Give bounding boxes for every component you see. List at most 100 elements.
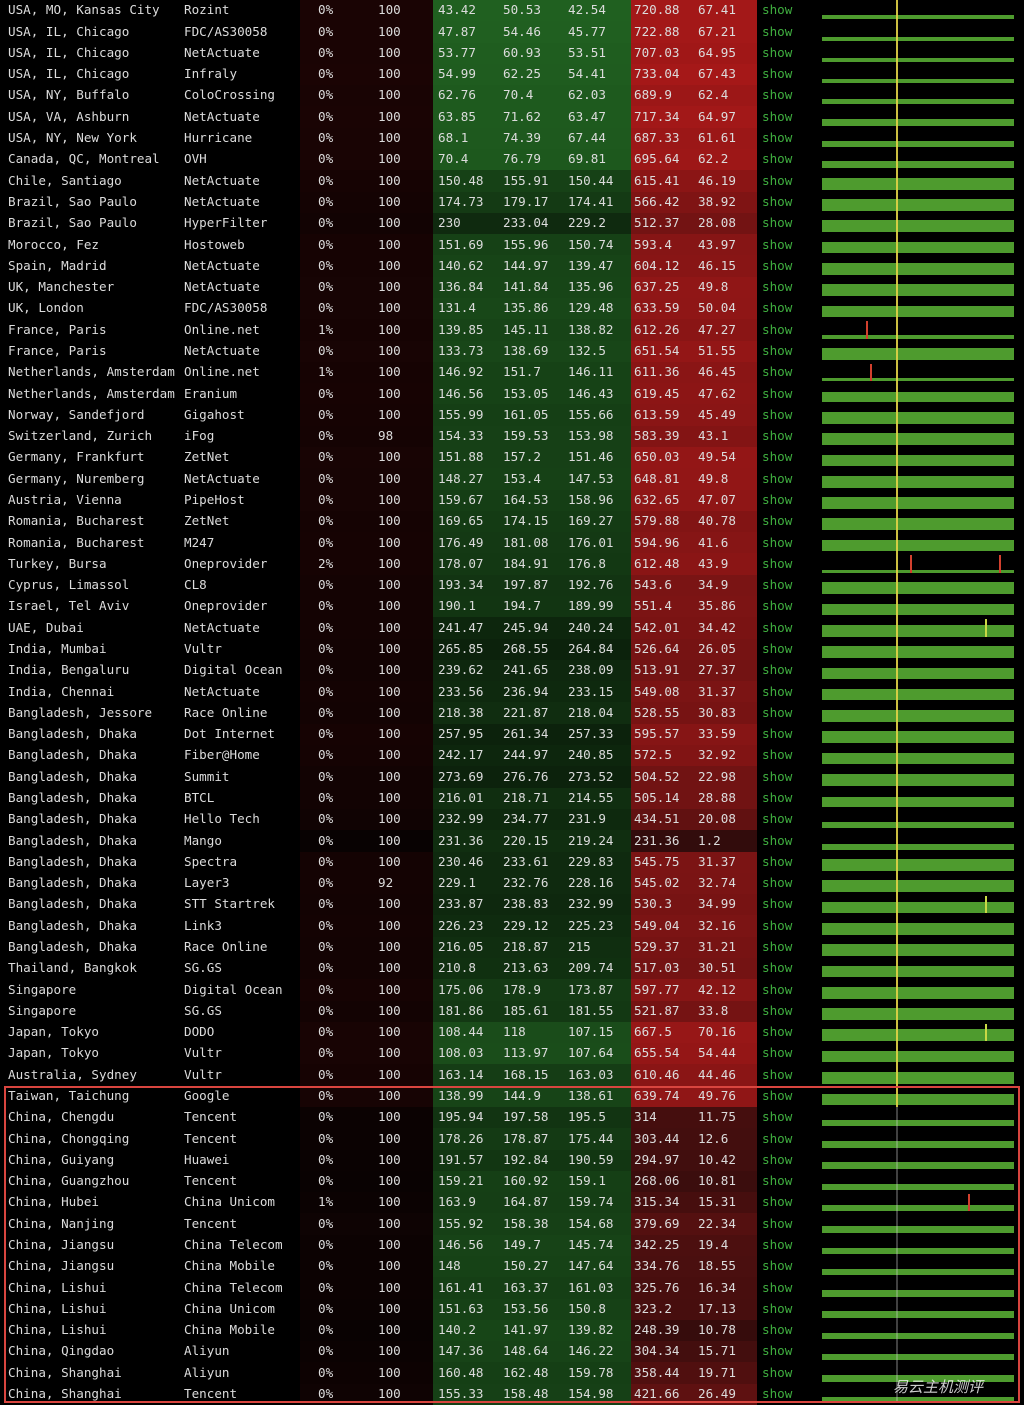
worst-latency: 566.42	[634, 193, 680, 209]
latency-bar	[822, 797, 1014, 807]
show-link[interactable]: show	[762, 683, 793, 699]
show-link[interactable]: show	[762, 385, 793, 401]
show-link[interactable]: show	[762, 555, 793, 571]
worst-latency: 604.12	[634, 257, 680, 273]
show-link[interactable]: show	[762, 1343, 793, 1359]
show-link[interactable]: show	[762, 960, 793, 976]
show-link[interactable]: show	[762, 2, 793, 18]
show-link[interactable]: show	[762, 470, 793, 486]
worst-latency: 583.39	[634, 428, 680, 444]
show-link[interactable]: show	[762, 1279, 793, 1295]
show-link[interactable]: show	[762, 66, 793, 82]
loss-heat-band	[300, 936, 433, 958]
show-link[interactable]: show	[762, 257, 793, 273]
show-link[interactable]: show	[762, 1173, 793, 1189]
show-link[interactable]: show	[762, 1066, 793, 1082]
show-link[interactable]: show	[762, 1194, 793, 1210]
show-link[interactable]: show	[762, 662, 793, 678]
show-link[interactable]: show	[762, 364, 793, 380]
show-link[interactable]: show	[762, 747, 793, 763]
show-link[interactable]: show	[762, 87, 793, 103]
show-link[interactable]: show	[762, 428, 793, 444]
best-latency: 240.24	[568, 619, 614, 635]
show-link[interactable]: show	[762, 1300, 793, 1316]
show-link[interactable]: show	[762, 1386, 793, 1402]
show-link[interactable]: show	[762, 811, 793, 827]
show-link[interactable]: show	[762, 513, 793, 529]
show-link[interactable]: show	[762, 215, 793, 231]
show-link[interactable]: show	[762, 832, 793, 848]
sent-count: 100	[378, 257, 401, 273]
show-link[interactable]: show	[762, 1130, 793, 1146]
last-latency: 241.47	[438, 619, 484, 635]
latency-bar	[822, 284, 1014, 297]
show-link[interactable]: show	[762, 1258, 793, 1274]
latency-graph	[822, 383, 1014, 404]
show-link[interactable]: show	[762, 1109, 793, 1125]
show-link[interactable]: show	[762, 704, 793, 720]
show-link[interactable]: show	[762, 44, 793, 60]
show-link[interactable]: show	[762, 406, 793, 422]
show-link[interactable]: show	[762, 23, 793, 39]
show-link[interactable]: show	[762, 172, 793, 188]
show-link[interactable]: show	[762, 1364, 793, 1380]
show-link[interactable]: show	[762, 279, 793, 295]
show-link[interactable]: show	[762, 151, 793, 167]
last-latency: 108.44	[438, 1024, 484, 1040]
show-link[interactable]: show	[762, 1045, 793, 1061]
show-link[interactable]: show	[762, 917, 793, 933]
avg-latency: 148.64	[503, 1343, 549, 1359]
show-link[interactable]: show	[762, 321, 793, 337]
stdev-latency: 44.46	[698, 1066, 736, 1082]
result-row: Netherlands, Amsterdam Eranium 0% 100 146.56…	[0, 383, 1024, 405]
loss-heat-band	[300, 361, 433, 384]
show-link[interactable]: show	[762, 491, 793, 507]
show-link[interactable]: show	[762, 342, 793, 358]
worst-latency: 526.64	[634, 640, 680, 656]
last-latency: 146.56	[438, 385, 484, 401]
location-label: Singapore	[8, 981, 77, 997]
latency-graph	[822, 234, 1014, 255]
show-link[interactable]: show	[762, 981, 793, 997]
latency-graph	[822, 937, 1014, 958]
show-link[interactable]: show	[762, 1215, 793, 1231]
show-link[interactable]: show	[762, 1322, 793, 1338]
show-link[interactable]: show	[762, 939, 793, 954]
best-latency: 138.82	[568, 321, 614, 337]
show-link[interactable]: show	[762, 449, 793, 465]
best-latency: 257.33	[568, 726, 614, 742]
show-link[interactable]: show	[762, 640, 793, 656]
show-link[interactable]: show	[762, 300, 793, 316]
show-link[interactable]: show	[762, 726, 793, 742]
loss-heat-band	[300, 425, 433, 448]
worst-latency: 314	[634, 1109, 657, 1125]
show-link[interactable]: show	[762, 1237, 793, 1253]
show-link[interactable]: show	[762, 108, 793, 124]
show-link[interactable]: show	[762, 1024, 793, 1040]
worst-latency: 633.59	[634, 300, 680, 316]
show-link[interactable]: show	[762, 598, 793, 614]
show-link[interactable]: show	[762, 193, 793, 209]
provider-label: STT Startrek	[184, 896, 275, 912]
show-link[interactable]: show	[762, 875, 793, 891]
show-link[interactable]: show	[762, 768, 793, 784]
show-link[interactable]: show	[762, 1088, 793, 1104]
show-link[interactable]: show	[762, 130, 793, 146]
show-link[interactable]: show	[762, 236, 793, 252]
best-latency: 189.99	[568, 598, 614, 614]
show-link[interactable]: show	[762, 1002, 793, 1018]
show-link[interactable]: show	[762, 577, 793, 593]
show-link[interactable]: show	[762, 853, 793, 869]
last-latency: 229.1	[438, 875, 476, 891]
show-link[interactable]: show	[762, 534, 793, 550]
show-link[interactable]: show	[762, 619, 793, 635]
show-link[interactable]: show	[762, 789, 793, 805]
provider-label: Tencent	[184, 1109, 238, 1125]
result-row: Germany, Frankfurt ZetNet 0% 100 151.88 157.2…	[0, 447, 1024, 469]
show-link[interactable]: show	[762, 1151, 793, 1167]
worst-latency: 655.54	[634, 1045, 680, 1061]
location-label: Brazil, Sao Paulo	[8, 215, 137, 231]
latency-graph	[822, 341, 1014, 362]
show-link[interactable]: show	[762, 896, 793, 912]
worst-latency: 579.88	[634, 513, 680, 529]
